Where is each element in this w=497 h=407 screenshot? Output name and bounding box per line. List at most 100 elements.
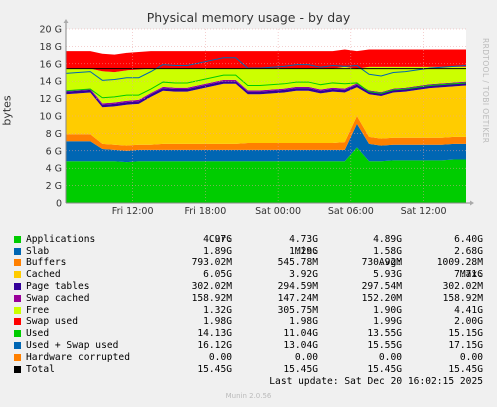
legend-name: Swap used — [26, 316, 78, 328]
legend-avg: 1.58G — [373, 245, 402, 257]
legend-avg: 13.55G — [367, 328, 402, 340]
legend-avg: 297.54M — [361, 280, 402, 292]
legend-header-cur: Cur: — [208, 233, 232, 245]
legend-row: Cached 6.05G 3.92G 5.93G 7.71G — [0, 269, 497, 281]
legend-swatch — [14, 330, 21, 338]
legend-min: 15.45G — [283, 363, 318, 375]
y-tick-label: 12 G — [40, 94, 62, 105]
area-swap-used — [66, 49, 466, 73]
y-tick-label: 0 — [56, 199, 62, 210]
legend-name: Applications — [26, 233, 96, 245]
y-tick-label: 16 G — [40, 59, 62, 70]
axes — [63, 19, 474, 206]
legend-name: Buffers — [26, 257, 67, 269]
y-tick-labels: 0 2 G 4 G 6 G 8 G 10 G 12 G 14 G 16 G 18 G 20 G — [40, 25, 62, 210]
chart-title: Physical memory usage - by day — [146, 10, 351, 25]
legend-name: Page tables — [26, 280, 90, 292]
legend-max: 15.15G — [448, 328, 483, 340]
legend-swatch — [14, 341, 21, 349]
legend-cur: 14.13G — [197, 328, 232, 340]
grid-lines — [66, 28, 466, 203]
legend-name: Used + Swap used — [26, 339, 119, 351]
legend-row: Total 15.45G 15.45G 15.45G 15.45G — [0, 364, 497, 376]
legend-max: 158.92M — [442, 292, 483, 304]
legend-header-avg: Avg: — [378, 257, 402, 269]
legend-cur: 1.32G — [203, 304, 232, 316]
legend-name: Hardware corrupted — [26, 351, 130, 363]
legend-cur: 158.92M — [191, 292, 232, 304]
legend-cur: 0.00 — [208, 351, 232, 363]
legend: Cur: Min: Avg: Max: Applications 4.97G 4.7… — [0, 222, 497, 375]
legend-max: 17.15G — [448, 339, 483, 351]
x-tick-label: Sat 12:00 — [401, 206, 447, 215]
legend-cur: 1.98G — [203, 316, 232, 328]
legend-rows: Applications 4.97G 4.73G 4.89G 6.40G Slab 1.89… — [0, 234, 497, 376]
legend-swatch — [14, 318, 21, 326]
legend-max: 7.71G — [454, 269, 483, 281]
legend-header-max: Max: — [459, 269, 483, 281]
legend-min: 1.98G — [289, 316, 318, 328]
legend-swatch — [14, 271, 21, 279]
legend-row: Swap cached 158.92M 147.24M 152.20M 158.92M — [0, 293, 497, 305]
legend-min: 545.78M — [277, 257, 318, 269]
legend-cur: 1.89G — [203, 245, 232, 257]
legend-swatch — [14, 235, 21, 243]
x-tick-labels: Fri 12:00 Fri 18:00 Sat 00:00 Sat 06:00 Sat … — [112, 206, 447, 215]
legend-min: 1.29G — [289, 245, 318, 257]
legend-swatch — [14, 247, 21, 255]
legend-avg: 15.55G — [367, 339, 402, 351]
legend-header-min: Min: — [294, 245, 318, 257]
y-tick-label: 6 G — [46, 146, 62, 157]
y-tick-label: 8 G — [46, 129, 62, 140]
legend-swatch — [14, 259, 21, 267]
legend-row: Used 14.13G 11.04G 13.55G 15.15G — [0, 328, 497, 340]
area-buffers — [66, 116, 466, 151]
legend-name: Slab — [26, 245, 50, 257]
legend-row: Page tables 302.02M 294.59M 297.54M 302.02M — [0, 281, 497, 293]
legend-row: Hardware corrupted 0.00 0.00 0.00 0.00 — [0, 352, 497, 364]
munin-version: Munin 2.0.56 — [225, 392, 272, 400]
legend-max: 0.00 — [459, 351, 483, 363]
legend-avg: 5.93G — [373, 269, 402, 281]
legend-name: Free — [26, 304, 50, 316]
last-update: Last update: Sat Dec 20 16:02:15 2025 — [269, 376, 483, 387]
legend-cur: 16.12G — [197, 339, 232, 351]
legend-avg: 1.90G — [373, 304, 402, 316]
legend-min: 11.04G — [283, 328, 318, 340]
memory-area-chart: 0 2 G 4 G 6 G 8 G 10 G 12 G 14 G 16 G 18 G 20 G Fr… — [40, 19, 474, 215]
legend-min: 3.92G — [289, 269, 318, 281]
legend-min: 294.59M — [277, 280, 318, 292]
legend-max: 2.00G — [454, 316, 483, 328]
area-cached — [66, 83, 466, 146]
legend-min: 147.24M — [277, 292, 318, 304]
y-tick-label: 20 G — [40, 25, 62, 36]
legend-avg: 152.20M — [361, 292, 402, 304]
legend-swatch — [14, 294, 21, 302]
legend-cur: 302.02M — [191, 280, 232, 292]
legend-name: Swap cached — [26, 292, 90, 304]
legend-max: 4.41G — [454, 304, 483, 316]
legend-row: Buffers 793.02M 545.78M 730.92M 1009.28M — [0, 257, 497, 269]
legend-row: Free 1.32G 305.75M 1.90G 4.41G — [0, 305, 497, 317]
y-axis-arrow — [63, 19, 69, 23]
area-slab — [66, 123, 466, 163]
legend-avg: 730.92M — [361, 257, 402, 269]
area-page-tables — [66, 81, 466, 108]
legend-min: 13.04G — [283, 339, 318, 351]
legend-swatch — [14, 306, 21, 314]
legend-row: Slab 1.89G 1.29G 1.58G 2.68G — [0, 246, 497, 258]
legend-cur: 4.97G — [203, 233, 232, 245]
legend-avg: 1.99G — [373, 316, 402, 328]
x-axis-arrow — [470, 200, 474, 206]
legend-cur: 793.02M — [191, 257, 232, 269]
legend-cur: 6.05G — [203, 269, 232, 281]
legend-avg: 0.00 — [378, 351, 402, 363]
legend-cur: 15.45G — [197, 363, 232, 375]
legend-max: 6.40G — [454, 233, 483, 245]
x-tick-label: Sat 00:00 — [255, 206, 301, 215]
legend-max: 15.45G — [448, 363, 483, 375]
x-tick-label: Sat 06:00 — [328, 206, 374, 215]
legend-min: 305.75M — [277, 304, 318, 316]
legend-row: Applications 4.97G 4.73G 4.89G 6.40G — [0, 234, 497, 246]
y-tick-label: 2 G — [46, 181, 62, 192]
